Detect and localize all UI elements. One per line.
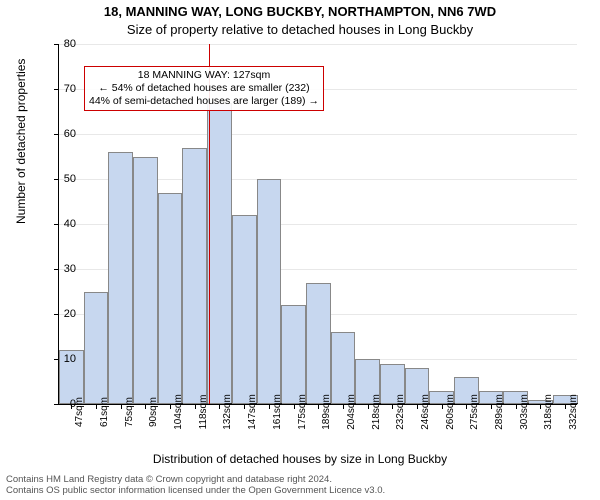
xtick-label: 118sqm: [198, 395, 209, 430]
xtick-mark: [318, 404, 319, 409]
xtick-mark: [219, 404, 220, 409]
gridline: [59, 44, 577, 45]
ytick-label: 60: [52, 128, 76, 140]
annotation-line: ← 54% of detached houses are smaller (23…: [89, 82, 319, 95]
histogram-bar: [182, 148, 207, 405]
xtick-label: 260sqm: [445, 394, 456, 430]
xtick-label: 104sqm: [173, 394, 184, 430]
xtick-mark: [96, 404, 97, 409]
annotation-line: 44% of semi-detached houses are larger (…: [89, 95, 319, 108]
xtick-label: 204sqm: [346, 394, 357, 430]
xtick-mark: [565, 404, 566, 409]
histogram-chart: 18 MANNING WAY: 127sqm← 54% of detached …: [58, 44, 577, 405]
ytick-label: 30: [52, 263, 76, 275]
xtick-label: 289sqm: [494, 394, 505, 430]
histogram-bar: [108, 152, 133, 404]
xtick-label: 218sqm: [371, 394, 382, 430]
footer-line-2: Contains OS public sector information li…: [6, 486, 385, 497]
xtick-mark: [170, 404, 171, 409]
chart-title: Size of property relative to detached ho…: [0, 22, 600, 37]
xtick-label: 147sqm: [247, 394, 258, 430]
xtick-mark: [343, 404, 344, 409]
xtick-mark: [244, 404, 245, 409]
xtick-label: 75sqm: [124, 397, 135, 427]
xtick-mark: [540, 404, 541, 409]
xtick-label: 90sqm: [148, 397, 159, 427]
ytick-label: 50: [52, 173, 76, 185]
xtick-mark: [145, 404, 146, 409]
xtick-label: 189sqm: [321, 394, 332, 430]
xtick-label: 232sqm: [395, 394, 406, 430]
xtick-mark: [121, 404, 122, 409]
xtick-mark: [269, 404, 270, 409]
xtick-label: 332sqm: [568, 394, 579, 430]
xtick-label: 175sqm: [297, 394, 308, 430]
histogram-bar: [207, 103, 232, 405]
histogram-bar: [331, 332, 356, 404]
annotation-box: 18 MANNING WAY: 127sqm← 54% of detached …: [84, 66, 324, 111]
xtick-mark: [466, 404, 467, 409]
xtick-label: 246sqm: [420, 394, 431, 430]
x-axis-label: Distribution of detached houses by size …: [0, 452, 600, 466]
ytick-label: 20: [52, 308, 76, 320]
histogram-bar: [158, 193, 183, 405]
ytick-label: 0: [52, 398, 76, 410]
xtick-mark: [516, 404, 517, 409]
xtick-label: 132sqm: [222, 394, 233, 430]
annotation-line: 18 MANNING WAY: 127sqm: [89, 69, 319, 82]
histogram-bar: [257, 179, 282, 404]
xtick-label: 161sqm: [272, 394, 283, 430]
ytick-label: 10: [52, 353, 76, 365]
y-axis-label: Number of detached properties: [14, 59, 28, 224]
xtick-mark: [195, 404, 196, 409]
histogram-bar: [232, 215, 257, 404]
xtick-label: 47sqm: [74, 397, 85, 427]
ytick-label: 80: [52, 38, 76, 50]
xtick-mark: [491, 404, 492, 409]
xtick-mark: [442, 404, 443, 409]
xtick-label: 303sqm: [519, 394, 530, 430]
attribution-footer: Contains HM Land Registry data © Crown c…: [6, 475, 385, 497]
ytick-label: 40: [52, 218, 76, 230]
xtick-label: 275sqm: [469, 394, 480, 430]
gridline: [59, 134, 577, 135]
histogram-bar: [306, 283, 331, 405]
xtick-mark: [417, 404, 418, 409]
histogram-bar: [281, 305, 306, 404]
xtick-label: 318sqm: [543, 394, 554, 430]
xtick-mark: [392, 404, 393, 409]
xtick-label: 61sqm: [99, 397, 110, 427]
histogram-bar: [84, 292, 109, 405]
ytick-label: 70: [52, 83, 76, 95]
xtick-mark: [368, 404, 369, 409]
xtick-mark: [294, 404, 295, 409]
histogram-bar: [133, 157, 158, 405]
chart-supertitle: 18, MANNING WAY, LONG BUCKBY, NORTHAMPTO…: [0, 4, 600, 19]
